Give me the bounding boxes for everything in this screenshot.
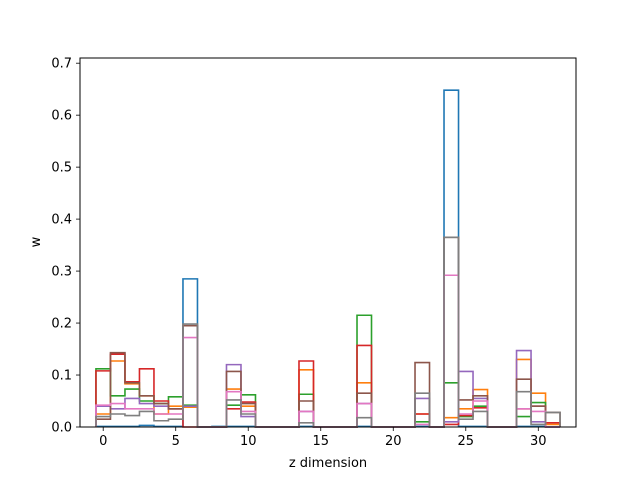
x-tick-label-2: 10	[240, 434, 257, 449]
series-4-step-line	[95, 349, 561, 428]
series-7-step-line	[95, 236, 561, 428]
series-0-step-line	[95, 89, 561, 428]
y-tick-label-1: 0.1	[51, 369, 72, 384]
x-tick-label-3: 15	[312, 434, 329, 449]
x-axis: 0 5 10 15 20 25 30	[99, 427, 547, 449]
x-tick-label-5: 25	[458, 434, 475, 449]
series-2-step-line	[95, 314, 561, 428]
y-tick-label-6: 0.6	[51, 109, 72, 124]
y-tick-label-7: 0.7	[51, 57, 72, 72]
y-axis: 0.0 0.1 0.2 0.3 0.4 0.5 0.6 0.7	[51, 57, 80, 436]
x-tick-label-6: 30	[530, 434, 547, 449]
series-layer	[95, 89, 561, 428]
series-5-step-line	[95, 236, 561, 428]
x-axis-label: z dimension	[289, 456, 367, 471]
y-axis-label: w	[29, 236, 44, 247]
x-tick-label-1: 5	[172, 434, 180, 449]
plot-frame	[79, 57, 577, 428]
x-tick-label-0: 0	[99, 434, 107, 449]
y-tick-label-0: 0.0	[51, 421, 72, 436]
y-tick-label-4: 0.4	[51, 213, 72, 228]
x-tick-label-4: 20	[385, 434, 402, 449]
y-tick-label-2: 0.2	[51, 317, 72, 332]
series-1-step-line	[95, 358, 561, 428]
y-tick-label-3: 0.3	[51, 265, 72, 280]
y-tick-label-5: 0.5	[51, 161, 72, 176]
